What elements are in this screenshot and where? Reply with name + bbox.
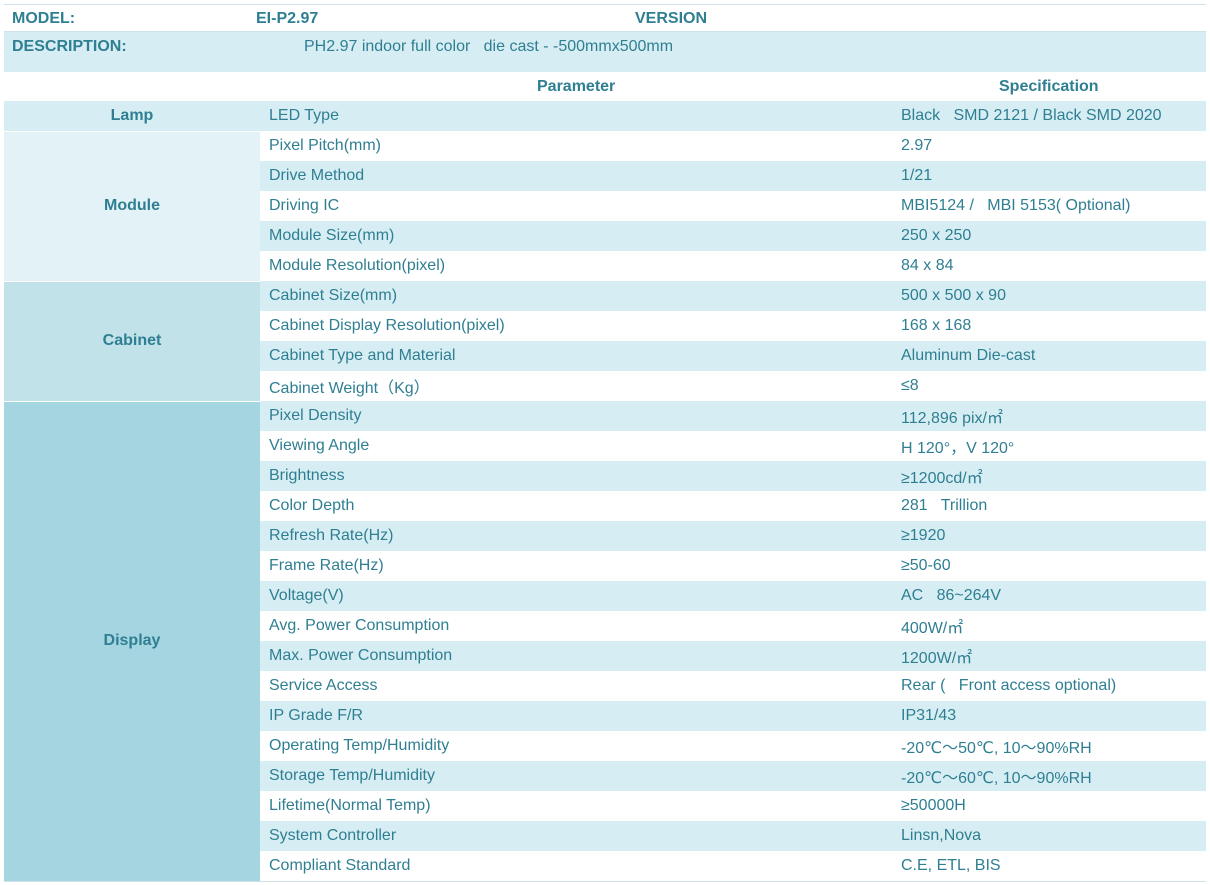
param-cell: Module Size(mm) <box>260 221 892 251</box>
param-cell: Cabinet Size(mm) <box>260 281 892 311</box>
spec-cell: 2.97 <box>901 137 933 154</box>
param-cell: Storage Temp/Humidity <box>260 761 892 791</box>
spec-cell: 250 x 250 <box>892 221 1206 251</box>
spec-cell: Aluminum Die-cast <box>892 341 1206 371</box>
table-row: Voltage(V) AC 86~264V <box>4 581 1206 611</box>
table-row: Module Pixel Pitch(mm) 2.97 <box>4 131 1206 282</box>
table-row: Lamp LED Type Black SMD 2121 / Black SMD… <box>4 101 1206 132</box>
table-row: IP Grade F/R IP31/43 <box>4 701 1206 731</box>
param-cell: Module Resolution(pixel) <box>269 257 446 274</box>
table-row: Cabinet Display Resolution(pixel) 168 x … <box>4 311 1206 341</box>
table-row: Avg. Power Consumption 400W/㎡ <box>4 611 1206 641</box>
table-row: System Controller Linsn,Nova <box>4 821 1206 851</box>
model-value: EI-P2.97 <box>256 10 319 27</box>
param-cell: Frame Rate(Hz) <box>269 557 384 574</box>
table-row: Refresh Rate(Hz) ≥1920 <box>4 521 1206 551</box>
group-module: Module <box>4 131 260 282</box>
spec-cell: IP31/43 <box>892 701 1206 731</box>
param-cell: Brightness <box>260 461 892 491</box>
param-cell: Max. Power Consumption <box>260 641 892 671</box>
table-row: Color Depth 281 Trillion <box>4 491 1206 521</box>
spec-cell: Rear ( Front access optional) <box>901 677 1117 694</box>
column-header-row: Parameter Specification <box>4 74 1206 100</box>
param-cell: Pixel Pitch(mm) <box>269 137 382 154</box>
spec-cell: 400W/㎡ <box>901 620 964 637</box>
spec-cell: Linsn,Nova <box>892 821 1206 851</box>
version-label: VERSION <box>635 10 708 27</box>
description-row: DESCRIPTION: PH2.97 indoor full color di… <box>4 32 1206 72</box>
spec-cell: H 120°，V 120° <box>901 440 1015 457</box>
table-row: Cabinet Cabinet Size(mm) 500 x 500 x 90 <box>4 281 1206 402</box>
param-cell: Avg. Power Consumption <box>269 617 450 634</box>
spec-cell: 112,896 pix/㎡ <box>892 401 1206 431</box>
spec-cell: 1200W/㎡ <box>892 641 1206 671</box>
table-row: Driving IC MBI5124 / MBI 5153( Optional) <box>4 191 1206 221</box>
param-cell: Color Depth <box>269 497 355 514</box>
table-row: Cabinet Weight（Kg） ≤8 <box>4 371 1206 401</box>
spec-table: Lamp LED Type Black SMD 2121 / Black SMD… <box>4 101 1206 882</box>
group-display: Display <box>4 401 260 882</box>
param-cell: Driving IC <box>269 197 340 214</box>
spec-cell: ≥50000H <box>901 797 966 814</box>
table-row: Max. Power Consumption 1200W/㎡ <box>4 641 1206 671</box>
group-cabinet: Cabinet <box>4 281 260 402</box>
spec-cell: ≤8 <box>901 377 919 394</box>
table-row: Cabinet Type and Material Aluminum Die-c… <box>4 341 1206 371</box>
spec-cell: ≥1920 <box>892 521 1206 551</box>
spec-cell: 168 x 168 <box>901 317 972 334</box>
param-cell: Viewing Angle <box>269 437 370 454</box>
spec-cell: -20℃～50℃, 10～90%RH <box>901 740 1092 757</box>
param-cell: Operating Temp/Humidity <box>269 737 450 754</box>
table-row: Module Resolution(pixel) 84 x 84 <box>4 251 1206 281</box>
param-cell: Compliant Standard <box>269 857 411 874</box>
spec-cell: 281 Trillion <box>901 497 988 514</box>
group-lamp: Lamp <box>4 101 260 132</box>
spec-cell: 84 x 84 <box>901 257 954 274</box>
param-cell: IP Grade F/R <box>260 701 892 731</box>
spec-cell: ≥50-60 <box>901 557 951 574</box>
table-row: Lifetime(Normal Temp) ≥50000H <box>4 791 1206 821</box>
table-row: Operating Temp/Humidity -20℃～50℃, 10～90%… <box>4 731 1206 761</box>
param-cell: Refresh Rate(Hz) <box>260 521 892 551</box>
table-row: Storage Temp/Humidity -20℃～60℃, 10～90%RH <box>4 761 1206 791</box>
bottom-divider <box>4 881 1206 882</box>
table-row: Compliant Standard C.E, ETL, BIS <box>4 851 1206 881</box>
param-cell: Cabinet Display Resolution(pixel) <box>269 317 505 334</box>
param-cell: Pixel Density <box>260 401 892 431</box>
model-row: MODEL: EI-P2.97 VERSION <box>4 4 1206 32</box>
table-row: Service Access Rear ( Front access optio… <box>4 671 1206 701</box>
table-row: Module Size(mm) 250 x 250 <box>4 221 1206 251</box>
param-cell: Lifetime(Normal Temp) <box>269 797 431 814</box>
table-row: Viewing Angle H 120°，V 120° <box>4 431 1206 461</box>
spec-cell: AC 86~264V <box>892 581 1206 611</box>
table-row: Display Pixel Density 112,896 pix/㎡ <box>4 401 1206 882</box>
spec-cell: C.E, ETL, BIS <box>901 857 1001 874</box>
spec-cell: ≥1200cd/㎡ <box>892 461 1206 491</box>
spec-cell: -20℃～60℃, 10～90%RH <box>892 761 1206 791</box>
table-row: Brightness ≥1200cd/㎡ <box>4 461 1206 491</box>
table-row: Drive Method 1/21 <box>4 161 1206 191</box>
param-cell: System Controller <box>260 821 892 851</box>
spec-cell: Black SMD 2121 / Black SMD 2020 <box>892 101 1206 131</box>
description-value: PH2.97 indoor full color die cast - -500… <box>304 38 674 55</box>
param-cell: Drive Method <box>260 161 892 191</box>
param-cell: Service Access <box>269 677 378 694</box>
param-cell: Voltage(V) <box>260 581 892 611</box>
spec-cell: 1/21 <box>892 161 1206 191</box>
spec-cell: 500 x 500 x 90 <box>892 281 1206 311</box>
model-label: MODEL: <box>12 10 76 27</box>
parameter-header: Parameter <box>537 78 616 95</box>
specification-header: Specification <box>999 78 1099 95</box>
param-cell: Cabinet Type and Material <box>260 341 892 371</box>
spec-cell: MBI5124 / MBI 5153( Optional) <box>901 197 1131 214</box>
param-cell: LED Type <box>260 101 892 131</box>
description-label: DESCRIPTION: <box>12 38 127 55</box>
table-row: Frame Rate(Hz) ≥50-60 <box>4 551 1206 581</box>
param-cell: Cabinet Weight（Kg） <box>269 380 430 397</box>
